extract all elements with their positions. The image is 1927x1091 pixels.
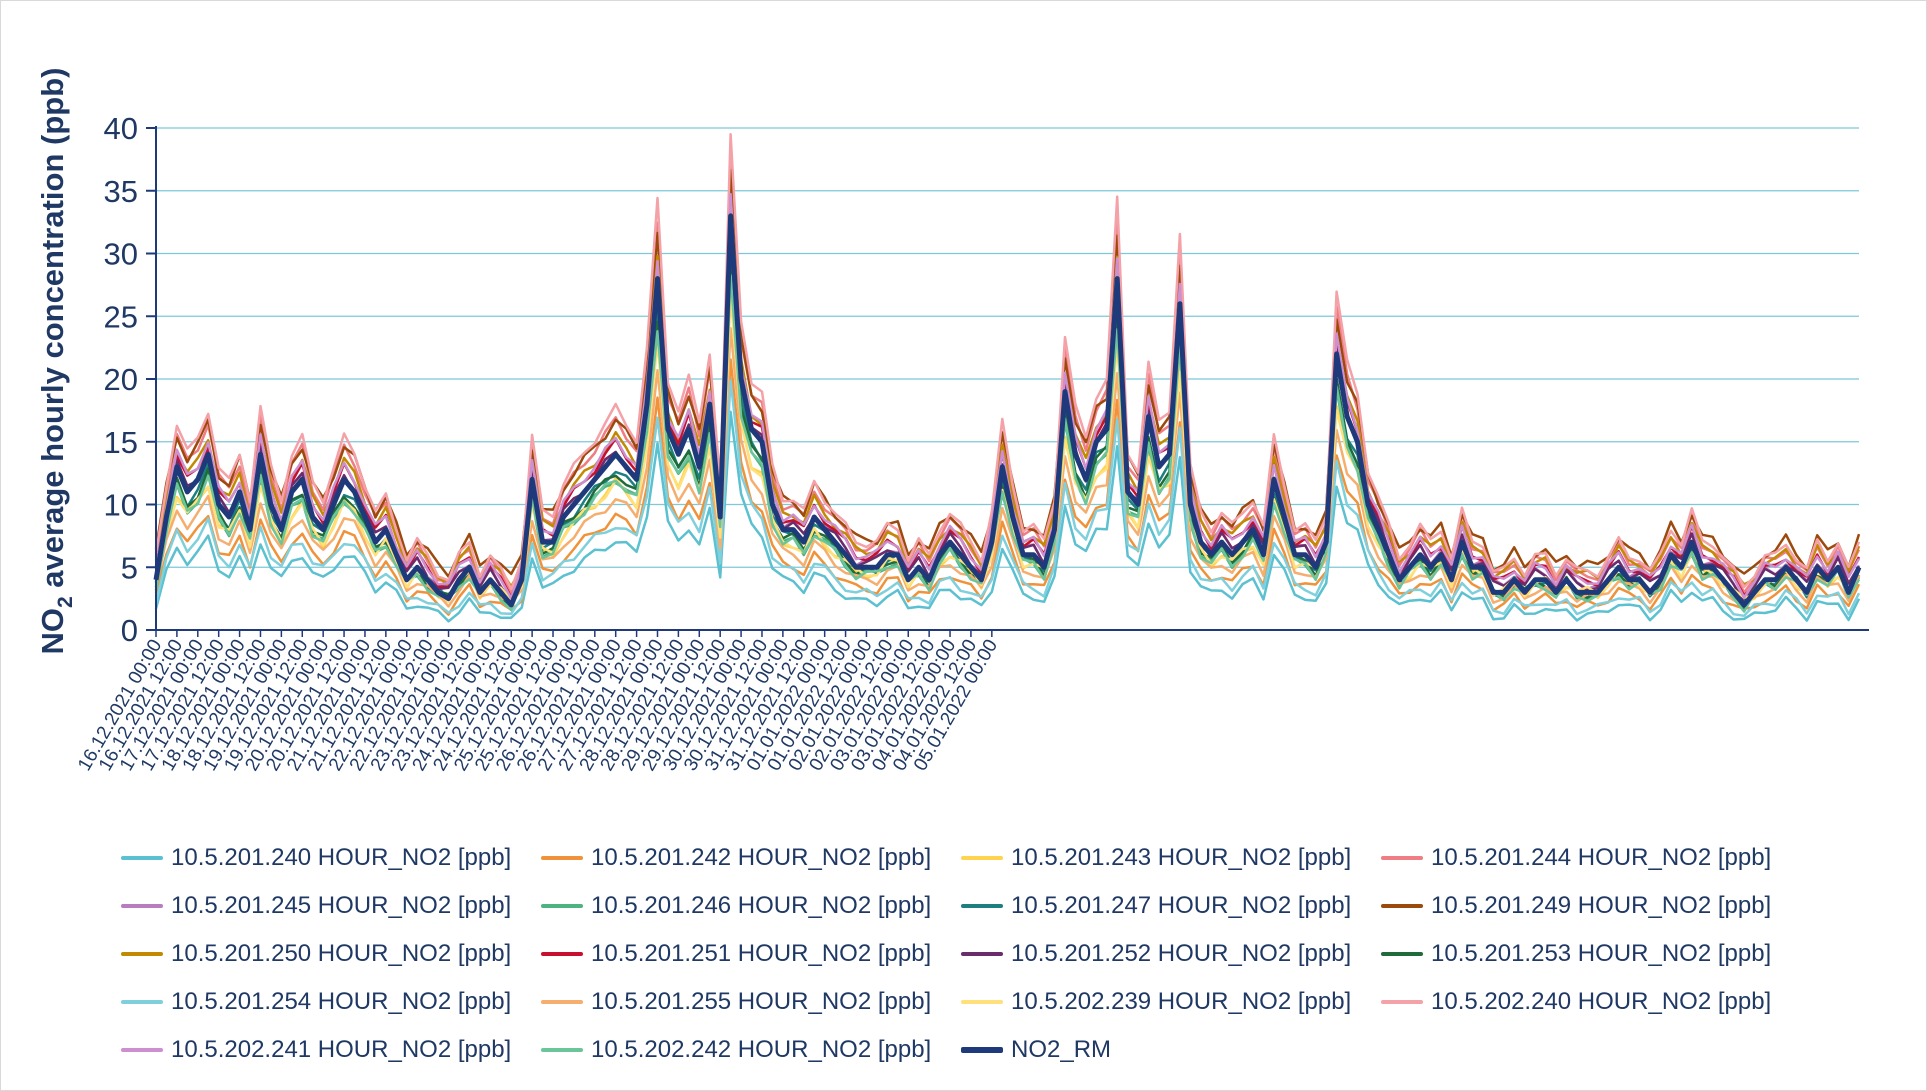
- series-line-16: [154, 133, 1861, 591]
- legend-item: 10.5.201.251 HOUR_NO2 [ppb]: [541, 937, 961, 971]
- legend-label: 10.5.201.243 HOUR_NO2 [ppb]: [1011, 844, 1352, 871]
- legend-label: 10.5.202.239 HOUR_NO2 [ppb]: [1011, 988, 1352, 1015]
- y-tick-label: 20: [104, 362, 138, 397]
- legend-label: NO2_RM: [1011, 1036, 1112, 1063]
- y-tick-label: 5: [121, 550, 138, 585]
- legend-swatch: [1381, 856, 1423, 860]
- series-lines: [153, 133, 1862, 623]
- chart-legend: 10.5.201.240 HOUR_NO2 [ppb] 10.5.201.242 …: [121, 841, 1821, 1067]
- legend-item: 10.5.201.247 HOUR_NO2 [ppb]: [961, 889, 1381, 923]
- y-axis-title: NO2 average hourly concentration (ppb): [35, 68, 77, 655]
- legend-swatch: [1381, 904, 1423, 908]
- legend-item: 10.5.202.242 HOUR_NO2 [ppb]: [541, 1033, 961, 1067]
- legend-swatch: [121, 1000, 163, 1004]
- legend-label: 10.5.201.240 HOUR_NO2 [ppb]: [171, 844, 512, 871]
- legend-label: 10.5.201.253 HOUR_NO2 [ppb]: [1431, 940, 1772, 967]
- series-line-1: [154, 410, 1861, 623]
- legend-swatch: [961, 904, 1003, 908]
- legend-label: 10.5.201.252 HOUR_NO2 [ppb]: [1011, 940, 1352, 967]
- legend-item: 10.5.201.242 HOUR_NO2 [ppb]: [541, 841, 961, 875]
- legend-label: 10.5.201.255 HOUR_NO2 [ppb]: [591, 988, 932, 1015]
- legend-label: 10.5.201.245 HOUR_NO2 [ppb]: [171, 892, 512, 919]
- legend-swatch: [541, 952, 583, 956]
- series-line-19: [153, 213, 1862, 608]
- legend-swatch: [961, 1047, 1003, 1053]
- y-tick-label: 25: [104, 299, 138, 334]
- legend-swatch: [541, 1000, 583, 1004]
- legend-label: 10.5.201.242 HOUR_NO2 [ppb]: [591, 844, 932, 871]
- legend-item: 10.5.201.246 HOUR_NO2 [ppb]: [541, 889, 961, 923]
- legend-label: 10.5.201.244 HOUR_NO2 [ppb]: [1431, 844, 1772, 871]
- legend-item: NO2_RM: [961, 1033, 1381, 1067]
- legend-swatch: [121, 904, 163, 908]
- legend-item: 10.5.201.240 HOUR_NO2 [ppb]: [121, 841, 541, 875]
- legend-swatch: [541, 904, 583, 908]
- y-tick-label: 0: [121, 613, 138, 648]
- legend-label: 10.5.202.240 HOUR_NO2 [ppb]: [1431, 988, 1772, 1015]
- legend-swatch: [961, 1000, 1003, 1004]
- legend-swatch: [1381, 1000, 1423, 1004]
- y-tick-label: 40: [104, 111, 138, 146]
- legend-item: 10.5.201.244 HOUR_NO2 [ppb]: [1381, 841, 1801, 875]
- legend-swatch: [121, 856, 163, 860]
- legend-item: 10.5.201.250 HOUR_NO2 [ppb]: [121, 937, 541, 971]
- legend-swatch: [541, 1048, 583, 1052]
- legend-item: 10.5.201.253 HOUR_NO2 [ppb]: [1381, 937, 1801, 971]
- series-line-4: [154, 148, 1861, 596]
- legend-item: 10.5.201.243 HOUR_NO2 [ppb]: [961, 841, 1381, 875]
- legend-label: 10.5.201.250 HOUR_NO2 [ppb]: [171, 940, 512, 967]
- legend-label: 10.5.202.241 HOUR_NO2 [ppb]: [171, 1036, 512, 1063]
- series-line-9: [154, 192, 1861, 588]
- series-line-13: [154, 379, 1861, 618]
- y-tick-label: 10: [104, 488, 138, 523]
- legend-label: 10.5.201.254 HOUR_NO2 [ppb]: [171, 988, 512, 1015]
- legend-label: 10.5.202.242 HOUR_NO2 [ppb]: [591, 1036, 932, 1063]
- y-tick-labels: 0 5 10 15 20 25 30 35 40: [104, 111, 138, 648]
- legend-item: 10.5.202.240 HOUR_NO2 [ppb]: [1381, 985, 1801, 1019]
- legend-item: 10.5.201.255 HOUR_NO2 [ppb]: [541, 985, 961, 1019]
- legend-swatch: [121, 952, 163, 956]
- legend-swatch: [1381, 952, 1423, 956]
- legend-swatch: [541, 856, 583, 860]
- legend-label: 10.5.201.247 HOUR_NO2 [ppb]: [1011, 892, 1352, 919]
- legend-item: 10.5.201.252 HOUR_NO2 [ppb]: [961, 937, 1381, 971]
- axes: [146, 126, 1869, 637]
- y-tick-label: 30: [104, 237, 138, 272]
- legend-swatch: [961, 952, 1003, 956]
- legend-swatch: [121, 1048, 163, 1052]
- legend-item: 10.5.201.245 HOUR_NO2 [ppb]: [121, 889, 541, 923]
- gridlines: [156, 127, 1859, 568]
- y-tick-label: 15: [104, 425, 138, 460]
- no2-line-chart: 0 5 10 15 20 25 30 35 40 16.12.2021 00:0016.12.2…: [35, 68, 1869, 775]
- legend-swatch: [961, 856, 1003, 860]
- legend-label: 10.5.201.246 HOUR_NO2 [ppb]: [591, 892, 932, 919]
- legend-label: 10.5.201.249 HOUR_NO2 [ppb]: [1431, 892, 1772, 919]
- legend-item: 10.5.201.254 HOUR_NO2 [ppb]: [121, 985, 541, 1019]
- legend-item: 10.5.201.249 HOUR_NO2 [ppb]: [1381, 889, 1801, 923]
- y-tick-label: 35: [104, 174, 138, 209]
- legend-label: 10.5.201.251 HOUR_NO2 [ppb]: [591, 940, 932, 967]
- legend-item: 10.5.202.241 HOUR_NO2 [ppb]: [121, 1033, 541, 1067]
- legend-item: 10.5.202.239 HOUR_NO2 [ppb]: [961, 985, 1381, 1019]
